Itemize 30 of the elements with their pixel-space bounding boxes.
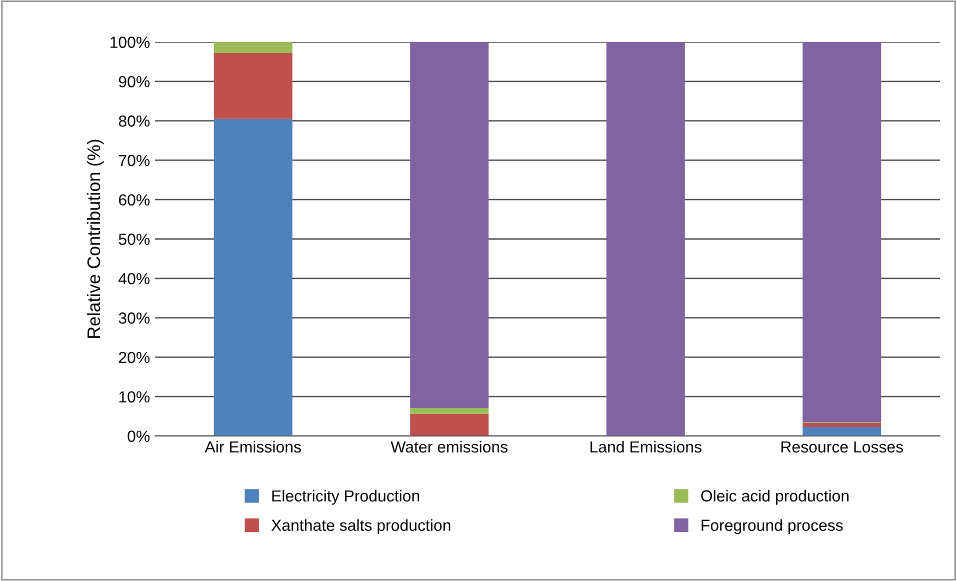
bar <box>410 42 489 408</box>
bar <box>214 53 292 119</box>
y-tick-label: 50% <box>118 234 150 245</box>
legend-label: Xanthate salts production <box>271 519 450 534</box>
bar <box>802 423 882 427</box>
bar <box>606 42 685 436</box>
x-tick-label: Land Emissions <box>590 440 702 453</box>
x-tick-label: Air Emissions <box>204 440 301 453</box>
bar <box>214 42 292 54</box>
legend-label: Electricity Production <box>272 490 420 505</box>
legend-label: Foreground process <box>702 519 843 534</box>
bar <box>802 426 882 436</box>
y-tick-label: 80% <box>118 115 150 127</box>
y-tick-label: 100% <box>110 36 150 48</box>
x-tick-label: Water emissions <box>390 440 508 453</box>
y-tick-label: 60% <box>118 194 150 206</box>
y-tick-label: 90% <box>118 76 150 88</box>
bar <box>410 408 489 414</box>
x-tick-label: Resource Losses <box>781 441 904 453</box>
y-tick-label: 10% <box>119 391 150 403</box>
legend-label: Oleic acid production <box>701 490 849 505</box>
bar <box>214 118 292 436</box>
bar <box>410 414 489 436</box>
y-tick-label: 30% <box>118 312 150 324</box>
y-tick-label: 70% <box>118 154 150 166</box>
y-tick-label: 0% <box>128 430 150 442</box>
y-axis-title: Relative Contribution (%) <box>86 140 104 338</box>
y-tick-label: 40% <box>118 273 150 284</box>
bar <box>802 42 882 422</box>
y-tick-label: 20% <box>118 352 150 364</box>
